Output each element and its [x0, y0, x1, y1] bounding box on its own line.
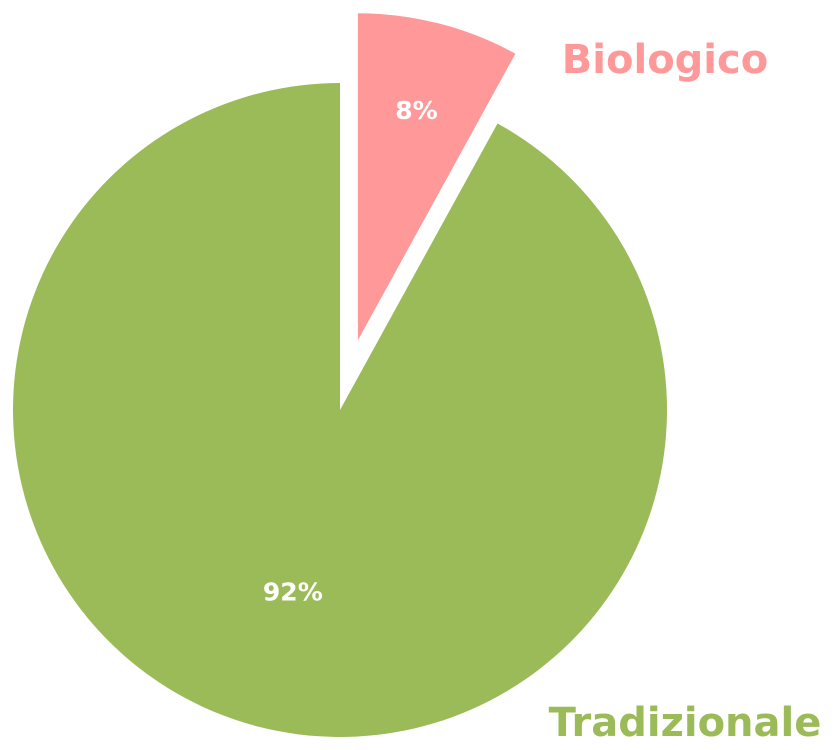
value-label: 92% — [263, 578, 323, 607]
category-label: Tradizionale — [549, 700, 822, 746]
value-label: 8% — [395, 96, 437, 125]
category-label: Biologico — [562, 37, 768, 83]
pie-slice — [357, 13, 516, 341]
pie-slice — [12, 82, 667, 738]
